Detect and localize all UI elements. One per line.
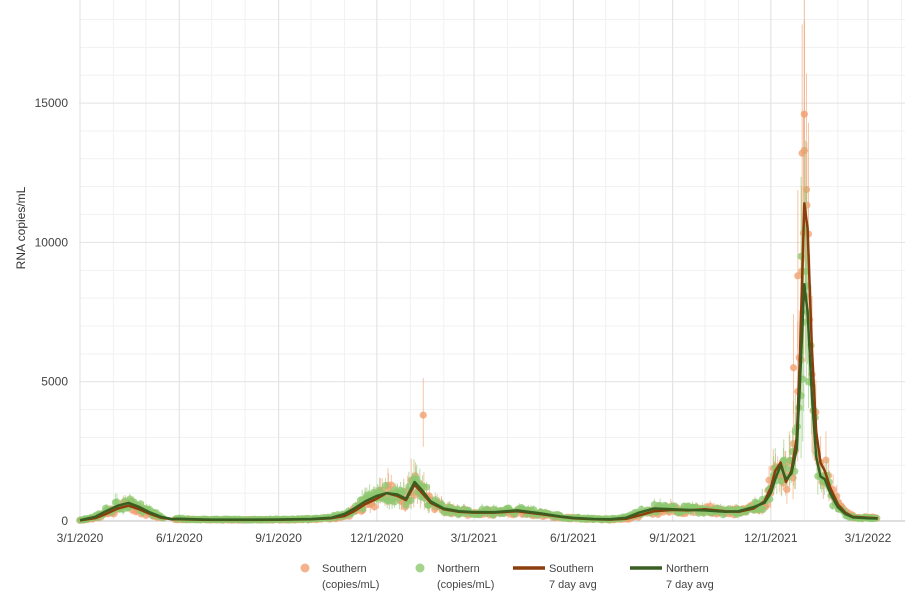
northern-point: [381, 481, 390, 490]
southern-7-day-avg-line: [79, 202, 878, 522]
northern-7-day-avg-line: [79, 282, 878, 522]
legend-sublabel-southern_points: (copies/mL): [322, 579, 379, 591]
y-tick-label: 10000: [35, 235, 69, 249]
southern-points: [76, 0, 881, 524]
y-tick-label: 15000: [35, 96, 69, 110]
southern-point: [822, 456, 830, 464]
x-tick-label: 3/1/2020: [57, 531, 104, 545]
x-tick-label: 12/1/2020: [350, 531, 404, 545]
legend: Southern (copies/mL) Northern (copies/mL) So…: [300, 563, 714, 591]
y-axis-ticks: 0 5000 10000 15000: [35, 96, 69, 528]
x-tick-label: 3/1/2021: [451, 531, 498, 545]
major-grid: [79, 0, 905, 522]
legend-swatch-southern_points: [300, 563, 310, 573]
legend-swatch-northern_points: [415, 563, 425, 573]
y-tick-label: 0: [61, 514, 68, 528]
northern-point: [759, 505, 767, 514]
southern-point: [419, 411, 427, 419]
x-tick-label: 6/1/2020: [156, 531, 203, 545]
northern-point: [390, 498, 399, 506]
southern-point: [789, 364, 798, 372]
x-axis-ticks: 3/1/2020 6/1/2020 9/1/2020 12/1/2020 3/1/202…: [57, 531, 892, 545]
minor-grid: [79, 0, 905, 521]
y-tick-label: 5000: [41, 375, 68, 389]
legend-label-northern_points: Northern: [437, 563, 480, 575]
southern-point: [370, 503, 379, 511]
legend-sublabel-northern_avg: 7 day avg: [666, 579, 714, 591]
northern-point: [422, 483, 431, 491]
x-tick-label: 9/1/2021: [649, 531, 696, 545]
y-axis-title: RNA copies/mL: [14, 186, 28, 269]
northern-point: [400, 488, 408, 496]
x-tick-label: 9/1/2020: [255, 531, 302, 545]
legend-label-northern_avg: Northern: [666, 563, 709, 575]
legend-label-southern_avg: Southern: [549, 563, 594, 575]
x-tick-label: 6/1/2021: [550, 531, 597, 545]
x-tick-label: 12/1/2021: [744, 531, 798, 545]
southern-point: [794, 272, 802, 280]
southern-point: [798, 149, 806, 157]
southern-point: [387, 481, 395, 489]
avg-lines: [79, 202, 878, 522]
northern-point: [407, 496, 415, 505]
legend-sublabel-southern_avg: 7 day avg: [549, 579, 597, 591]
legend-label-southern_points: Southern: [322, 563, 367, 575]
legend-sublabel-northern_points: (copies/mL): [437, 579, 494, 591]
northern-points: [76, 140, 880, 524]
southern-point: [783, 485, 791, 494]
x-tick-label: 3/1/2022: [845, 531, 892, 545]
